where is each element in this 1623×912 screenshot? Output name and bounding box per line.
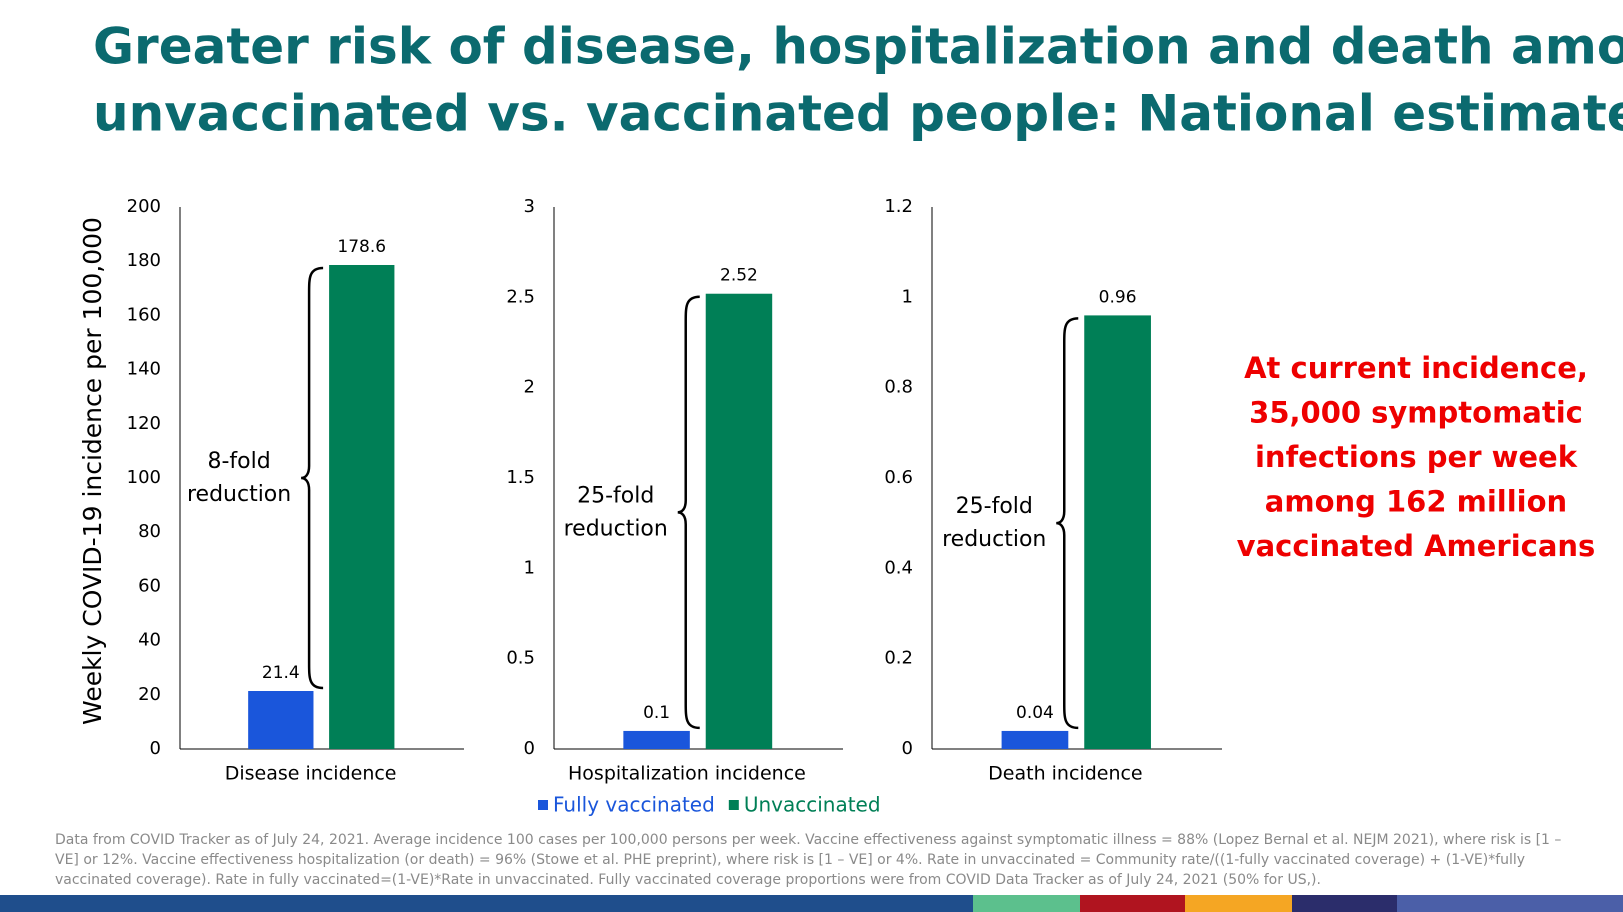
y-tick-label: 40 (138, 630, 161, 651)
value-label: 0.96 (1099, 287, 1137, 307)
bar (329, 264, 395, 749)
y-tick-label: 160 (127, 304, 161, 325)
bar-segment (0, 895, 973, 912)
y-tick-label: 180 (127, 250, 161, 271)
legend-swatch (728, 800, 739, 810)
x-tick-label: Disease incidence (225, 763, 397, 785)
bar (248, 691, 314, 749)
bottom-bar (0, 895, 1623, 912)
bar (705, 293, 773, 749)
annotation: 8-fold (207, 449, 270, 474)
y-tick-label: 0 (150, 738, 161, 759)
annotation: 25-fold (956, 494, 1033, 519)
y-tick-label: 0.4 (884, 557, 913, 578)
legend-label: Unvaccinated (744, 793, 881, 817)
y-tick-label: 2 (524, 377, 535, 398)
x-tick-label: Hospitalization incidence (568, 763, 806, 785)
value-label: 178.6 (337, 237, 386, 257)
side-note: 35,000 symptomatic (1249, 396, 1583, 430)
bar (623, 730, 690, 749)
y-tick-label: 1.2 (884, 196, 913, 217)
annotation: reduction (564, 516, 668, 541)
y-tick-label: 60 (138, 575, 161, 596)
y-tick-label: 1.5 (506, 467, 535, 488)
y-tick-label: 80 (138, 521, 161, 542)
y-tick-label: 0 (902, 738, 913, 759)
y-tick-label: 200 (127, 196, 161, 217)
bar-segment (1292, 895, 1397, 912)
legend-label: Fully vaccinated (553, 793, 715, 817)
y-tick-label: 0.2 (884, 648, 913, 669)
bar-segment (1080, 895, 1185, 912)
bar-segment (1397, 895, 1623, 912)
legend-swatch (538, 800, 548, 810)
title-line: Greater risk of disease, hospitalization… (93, 18, 1623, 76)
y-tick-label: 120 (127, 413, 161, 434)
bar (1001, 730, 1069, 749)
y-tick-label: 100 (127, 467, 161, 488)
y-tick-label: 1 (902, 286, 913, 307)
footnote: Data from COVID Tracker as of July 24, 2… (55, 832, 1562, 888)
y-tick-label: 0 (524, 738, 535, 759)
brace (677, 295, 700, 730)
bar (1084, 315, 1151, 749)
brace (1056, 317, 1079, 730)
x-tick-label: Death incidence (988, 763, 1142, 785)
y-tick-label: 20 (138, 684, 161, 705)
brace (300, 266, 324, 690)
y-tick-label: 0.6 (884, 467, 913, 488)
value-label: 21.4 (262, 663, 300, 683)
side-note: vaccinated Americans (1237, 529, 1596, 563)
y-axis-label: Weekly COVID-19 incidence per 100,000 (78, 217, 107, 725)
side-note: among 162 million (1265, 485, 1567, 519)
bar-segment (973, 895, 1080, 912)
value-label: 2.52 (720, 266, 758, 286)
side-note: At current incidence, (1244, 351, 1588, 385)
y-tick-label: 0.8 (884, 377, 913, 398)
y-tick-label: 2.5 (506, 286, 535, 307)
side-note: infections per week (1255, 440, 1578, 474)
title-line: unvaccinated vs. vaccinated people: Nati… (93, 85, 1623, 143)
value-label: 0.1 (643, 703, 670, 723)
annotation: reduction (942, 527, 1046, 552)
y-tick-label: 0.5 (506, 648, 535, 669)
annotation: 25-fold (577, 483, 654, 508)
y-tick-label: 3 (524, 196, 535, 217)
y-tick-label: 1 (524, 557, 535, 578)
y-tick-label: 140 (127, 359, 161, 380)
bar-segment (1185, 895, 1292, 912)
value-label: 0.04 (1016, 703, 1054, 723)
annotation: reduction (187, 482, 291, 507)
